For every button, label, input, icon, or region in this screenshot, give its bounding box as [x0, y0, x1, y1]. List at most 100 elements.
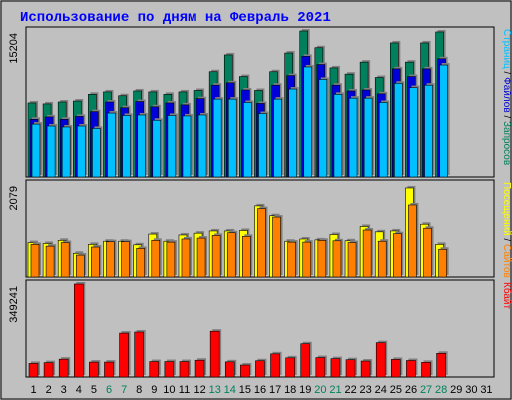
bar-sites: [347, 242, 357, 278]
day-tick-label: 16: [254, 384, 266, 396]
bar-sites: [196, 237, 206, 278]
bar-kbytes: [43, 362, 54, 378]
day-tick-label: 25: [390, 384, 402, 396]
day-tick-label: 26: [405, 384, 417, 396]
bar-pages: [288, 88, 297, 178]
chart-panels: 15204 Страниц / Файлов / Запросов 2079 Посе…: [8, 26, 512, 396]
day-tick-label: 31: [480, 384, 492, 396]
bar-sites: [75, 254, 85, 278]
bar-kbytes: [28, 363, 39, 378]
bar-kbytes: [300, 343, 311, 378]
day-tick-label: 13: [209, 384, 221, 396]
bar-kbytes: [391, 359, 401, 378]
day-tick-label: 18: [284, 384, 296, 396]
day-tick-label: 17: [269, 384, 281, 396]
bar-sites: [121, 241, 130, 278]
bar-sites: [226, 232, 236, 278]
bar-sites: [438, 248, 447, 278]
bar-kbytes: [330, 358, 341, 378]
bar-sites: [91, 246, 100, 278]
day-tick-label: 3: [61, 384, 67, 396]
bar-pages: [212, 98, 222, 178]
bar-sites: [317, 240, 327, 278]
bar-kbytes: [240, 364, 250, 378]
bar-kbytes: [73, 283, 84, 378]
bar-sites: [408, 204, 417, 278]
bar-pages: [303, 66, 313, 178]
bar-sites: [136, 248, 145, 278]
day-tick-label: 8: [136, 384, 142, 396]
bar-sites: [257, 208, 266, 278]
day-tick-label: 9: [151, 384, 157, 396]
bar-pages: [439, 64, 448, 178]
bar-pages: [243, 102, 252, 178]
bar-pages: [76, 125, 86, 178]
bar-kbytes: [345, 359, 356, 378]
legend-entry: Страниц: [501, 29, 512, 69]
day-tick-label: 1: [30, 384, 36, 396]
day-tick-label: 19: [299, 384, 311, 396]
bar-sites: [302, 241, 312, 278]
panel-3-bars: [28, 282, 448, 378]
day-tick-label: 7: [121, 384, 127, 396]
bar-pages: [107, 112, 116, 178]
legend-entry: Кбайт: [501, 282, 512, 309]
bar-pages: [197, 114, 207, 178]
panel-1-bars: [27, 29, 450, 178]
bar-pages: [92, 128, 101, 178]
bar-kbytes: [194, 359, 205, 378]
bar-kbytes: [360, 360, 371, 378]
day-tick-label: 4: [76, 384, 82, 396]
chart-title: Использование по дням на Февраль 2021: [20, 10, 331, 26]
bar-pages: [424, 84, 433, 178]
bar-kbytes: [255, 360, 265, 378]
day-tick-label: 6: [106, 384, 112, 396]
bar-pages: [258, 113, 267, 178]
bar-kbytes: [285, 357, 295, 378]
bar-kbytes: [270, 353, 280, 378]
day-tick-label: 2: [46, 384, 52, 396]
panel-2-bars: [27, 185, 449, 278]
day-tick-label: 24: [375, 384, 387, 396]
bar-pages: [122, 115, 131, 178]
bar-sites: [393, 233, 402, 278]
bar-pages: [333, 94, 343, 178]
bar-sites: [166, 241, 176, 278]
bar-sites: [45, 245, 55, 278]
bar-sites: [242, 235, 251, 278]
day-tick-label: 29: [450, 384, 462, 396]
day-tick-label: 11: [179, 384, 190, 396]
bar-pages: [61, 126, 71, 178]
bar-pages: [409, 87, 418, 178]
legend-entry: Сайтов: [501, 244, 512, 278]
bar-pages: [394, 82, 403, 178]
bar-kbytes: [89, 361, 99, 378]
bar-sites: [377, 240, 387, 278]
legend-entry: Посещений: [501, 182, 512, 236]
panel-1-ymax-label: 15204: [8, 33, 20, 64]
day-tick-label: 10: [163, 384, 175, 396]
legend-separator: /: [501, 236, 512, 244]
bar-pages: [348, 97, 358, 178]
bar-sites: [181, 238, 191, 278]
bar-sites: [60, 242, 70, 278]
bar-pages: [273, 98, 282, 178]
bar-kbytes: [436, 353, 446, 378]
bar-kbytes: [209, 330, 220, 378]
day-axis: 1 2 3 4 5 6 7 8 9 10 11 12 13 14 15 16 17 18 19 20 21 22 23 24 2…: [30, 384, 492, 396]
panel-3-ymax-label: 349241: [8, 286, 20, 323]
bar-kbytes: [315, 357, 326, 378]
panel-1-legend: Страниц / Файлов / Запросов: [501, 29, 512, 165]
day-tick-label: 5: [91, 384, 97, 396]
bar-pages: [227, 98, 237, 178]
bar-sites: [211, 235, 221, 278]
legend-separator: /: [501, 113, 512, 121]
bar-sites: [287, 241, 296, 278]
bar-sites: [30, 244, 40, 278]
bar-pages: [182, 115, 192, 178]
bar-sites: [272, 216, 281, 278]
panel-2-ymax-label: 2079: [8, 186, 20, 210]
bar-pages: [318, 79, 328, 178]
day-tick-label: 28: [435, 384, 447, 396]
bar-pages: [137, 114, 146, 178]
